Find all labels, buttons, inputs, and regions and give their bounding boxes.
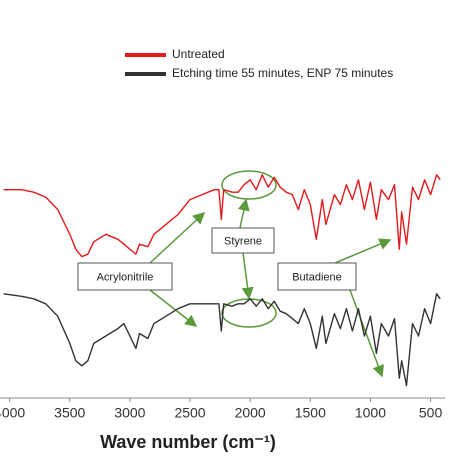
x-tick-label: 3500 bbox=[54, 405, 85, 421]
arrow bbox=[334, 238, 392, 264]
legend-label: Untreated bbox=[172, 47, 225, 61]
x-tick-label: 1500 bbox=[295, 405, 326, 421]
annotation-text: Butadiene bbox=[292, 271, 342, 283]
arrow bbox=[241, 252, 254, 300]
x-tick-label: 2000 bbox=[235, 405, 266, 421]
annotation-box bbox=[277, 262, 357, 291]
ellipse bbox=[221, 298, 277, 328]
series-line bbox=[3, 293, 441, 387]
arrow bbox=[149, 211, 206, 264]
x-tick-label: 2500 bbox=[174, 405, 205, 421]
x-axis-label: Wave number (cm⁻¹) bbox=[100, 432, 276, 452]
x-tick-label: 500 bbox=[419, 405, 443, 421]
arrow bbox=[237, 198, 250, 229]
annotation-box bbox=[77, 262, 173, 291]
x-tick-label: 3000 bbox=[114, 405, 145, 421]
annotation-box bbox=[211, 227, 275, 254]
arrow bbox=[149, 289, 198, 327]
annotation-text: Acrylonitrile bbox=[97, 271, 154, 283]
x-tick-label: 1000 bbox=[355, 405, 386, 421]
x-tick-label: 4000 bbox=[0, 405, 25, 421]
annotation-text: Styrene bbox=[224, 235, 262, 247]
series-line bbox=[3, 174, 441, 258]
legend-label: Etching time 55 minutes, ENP 75 minutes bbox=[172, 66, 393, 80]
